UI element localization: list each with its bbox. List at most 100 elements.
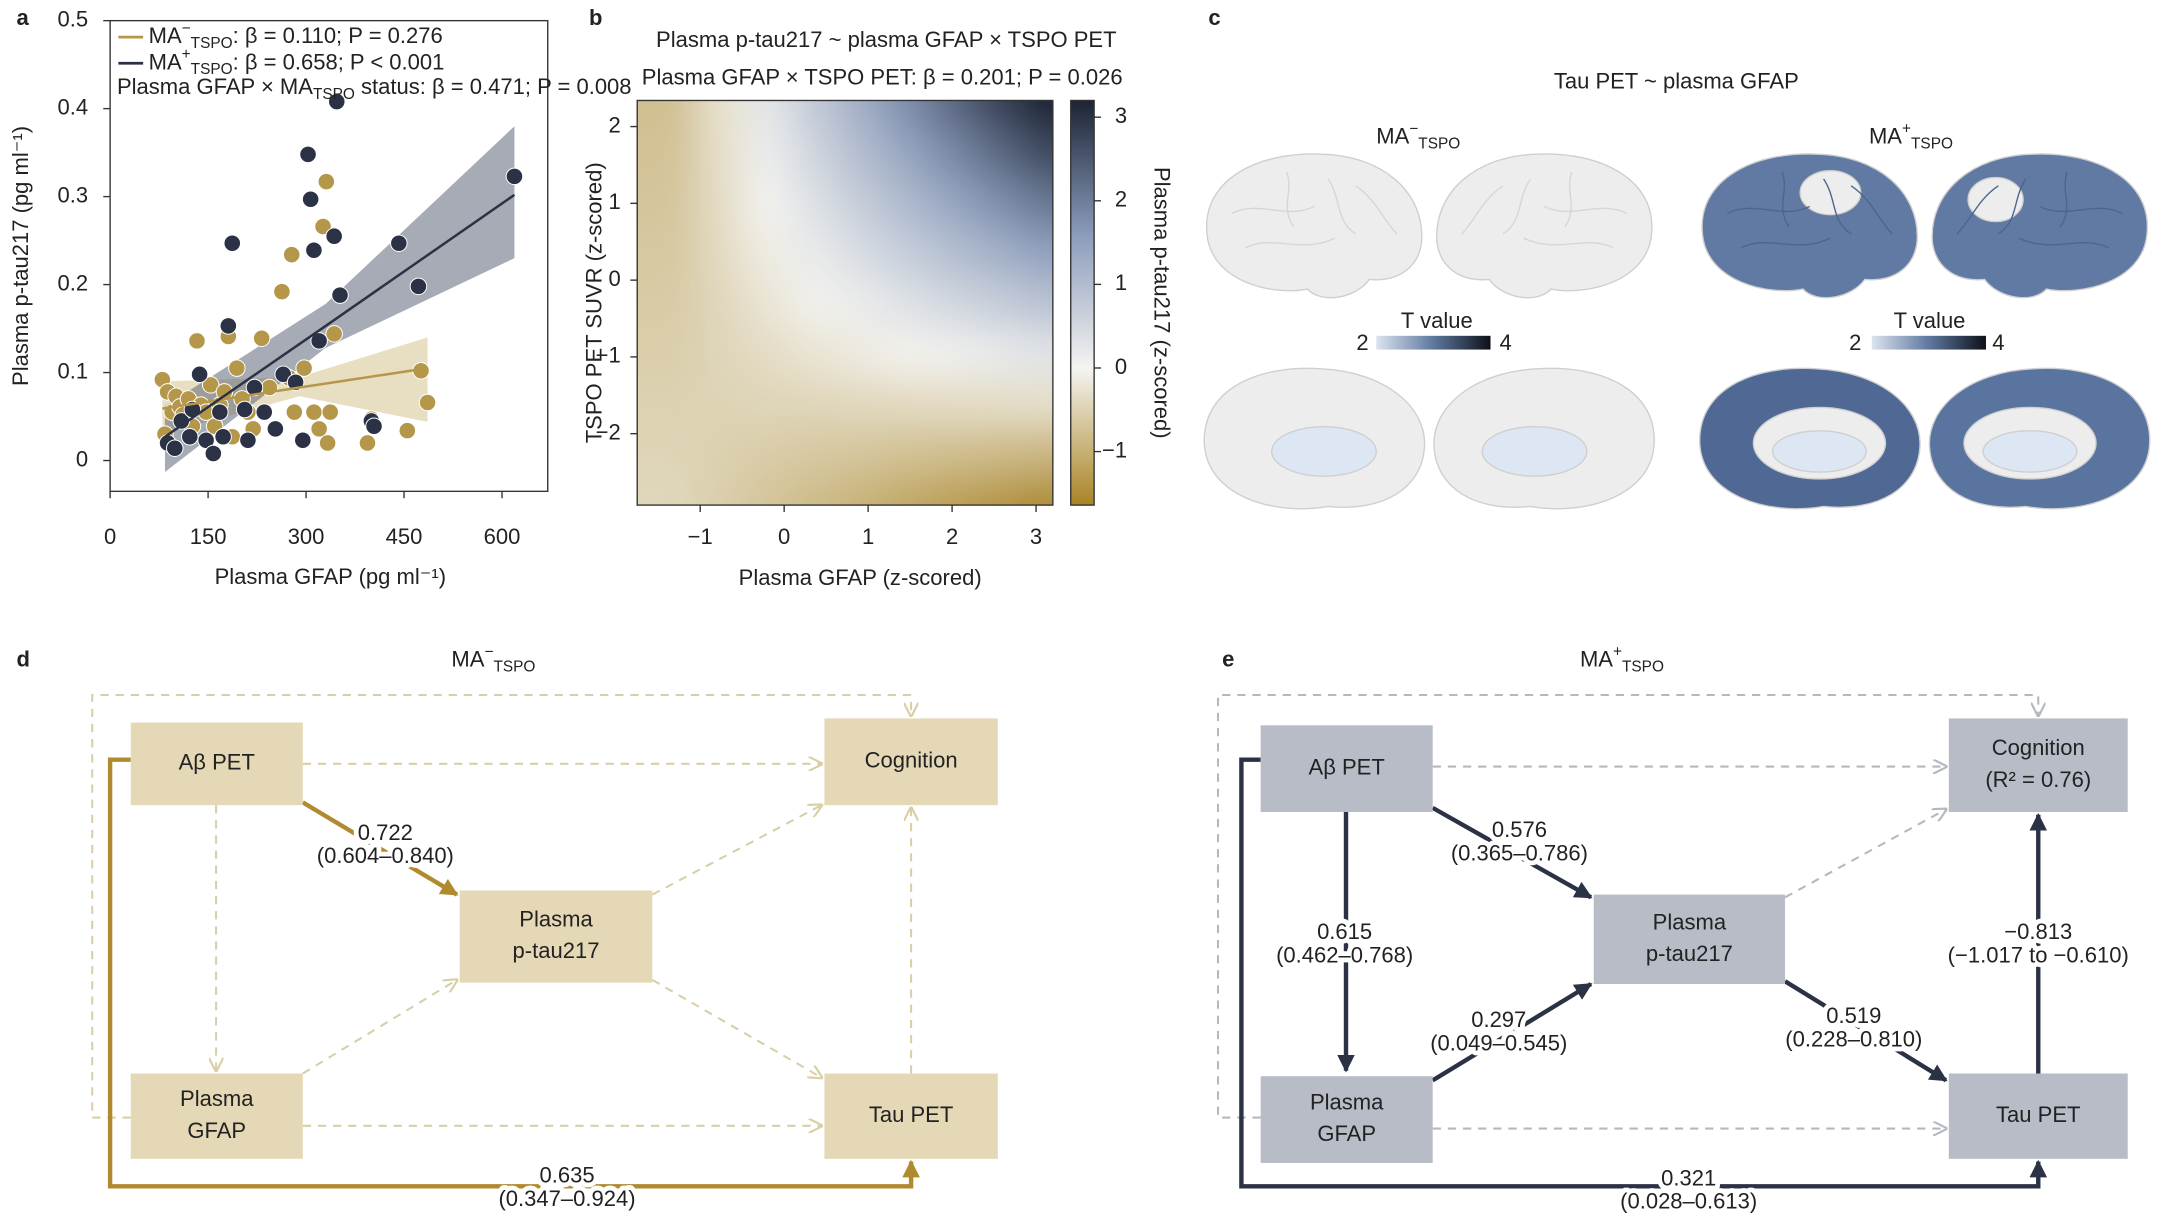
node-label: Plasma [180, 1086, 254, 1111]
group-label-part: TSPO [1911, 136, 1953, 153]
x-tick-label: 150 [190, 524, 227, 549]
diagram-title-part: − [484, 643, 493, 660]
x-tick-label: 0 [104, 524, 116, 549]
significant-path [1239, 757, 2048, 1189]
heat-cell [790, 228, 838, 279]
node-box [1260, 725, 1433, 812]
node-box [130, 1073, 303, 1159]
x-axis-label: Plasma GFAP (pg ml⁻¹) [215, 564, 446, 589]
diagram-title-part: MA [1580, 646, 1613, 671]
legend-entry-part: MA [149, 49, 182, 74]
heat-cell [836, 328, 884, 379]
heat-cell [790, 328, 838, 379]
panel-label: e [1222, 646, 1234, 671]
heatmap [637, 100, 1053, 506]
brain-inner [1481, 425, 1588, 477]
node-label: GFAP [1317, 1121, 1376, 1146]
heatmap-clip [637, 100, 1053, 506]
heat-cell [698, 477, 745, 506]
heat-cell [790, 100, 838, 130]
x-tick-label: 3 [1030, 524, 1042, 549]
colorbar-tick-label: 2 [1356, 330, 1368, 355]
path-ci: (0.228–0.810) [1785, 1026, 1922, 1051]
path-coefficient: 0.321 [1661, 1165, 1716, 1190]
point [505, 167, 524, 186]
heat-cell [882, 278, 930, 329]
diagram-title-part: TSPO [493, 659, 535, 676]
path-coefficient: 0.519 [1826, 1003, 1881, 1028]
node-box [130, 722, 303, 806]
colorbar [1070, 99, 1095, 506]
group-label-part: MA [1376, 123, 1409, 148]
panel-label: c [1208, 5, 1220, 30]
heat-cell [929, 100, 976, 130]
heat-cell [790, 128, 838, 180]
path-ci: (0.365–0.786) [1451, 840, 1588, 865]
legend-entry-part: TSPO [191, 35, 233, 52]
y-tick-label: 0 [608, 266, 620, 291]
brain-patch [1967, 176, 2024, 223]
heat-cell [975, 228, 1023, 279]
brain-inner [1771, 430, 1867, 473]
heat-cell [882, 477, 930, 506]
heat-cell [1021, 378, 1053, 429]
heat-cell [975, 427, 1023, 479]
node-box [1593, 894, 1786, 985]
heat-cell [744, 178, 792, 229]
dashed-path [1216, 693, 2038, 1119]
point [301, 190, 320, 208]
path-ci: (−1.017 to −0.610) [1948, 942, 2129, 967]
node-label: Aβ PET [179, 750, 255, 775]
point [310, 420, 328, 438]
heat-cell [975, 278, 1023, 329]
colorbar-label: Plasma p-tau217 (z-scored) [1149, 167, 1174, 439]
heat-cell [882, 128, 930, 180]
heat-cell [882, 328, 930, 379]
point [239, 431, 257, 450]
group-label-part: − [1409, 120, 1418, 137]
panel-label: d [17, 646, 30, 671]
point [245, 378, 264, 397]
heat-cell [698, 178, 745, 229]
significant-path [107, 757, 920, 1189]
x-axis-label: Plasma GFAP (z-scored) [739, 565, 982, 590]
node-box [1948, 718, 2128, 812]
legend-entry-part: MA [149, 23, 182, 48]
heat-cell [1021, 178, 1053, 229]
node-box [1948, 1073, 2128, 1159]
path-ci: (0.347–0.924) [498, 1186, 635, 1211]
x-tick-label: 450 [386, 524, 423, 549]
point [390, 234, 408, 252]
interaction-label-part: TSPO [313, 86, 355, 103]
t-colorbar [1871, 335, 1986, 350]
panel-label: a [17, 5, 30, 30]
path-coefficient: 0.297 [1471, 1007, 1526, 1032]
heat-cell [744, 100, 792, 130]
x-tick-label: −1 [688, 524, 713, 549]
brain-inner [1982, 430, 2078, 473]
node-label: Plasma [1653, 909, 1727, 934]
y-tick-label: 0.3 [57, 182, 88, 207]
point [299, 145, 317, 164]
point [188, 332, 206, 350]
legend-entry-part: : β = 0.110; P = 0.276 [233, 23, 443, 48]
heat-cell [929, 427, 976, 479]
node-label: p-tau217 [1646, 941, 1733, 966]
diagram-title-part: TSPO [1622, 659, 1664, 676]
path-coefficient: 0.615 [1317, 919, 1372, 944]
node-label: Tau PET [869, 1102, 953, 1127]
heat-cell [790, 378, 838, 429]
significant-path [1431, 805, 1593, 900]
heat-cell [698, 278, 745, 329]
path-coefficient: 0.576 [1492, 817, 1547, 842]
y-tick-label: −1 [596, 343, 621, 368]
y-tick-label: 1 [608, 189, 620, 214]
heat-cell [744, 427, 792, 479]
heat-cell [882, 100, 930, 130]
point [166, 439, 184, 457]
point [325, 227, 343, 245]
heat-cell [1021, 278, 1053, 329]
heat-cell [929, 328, 976, 379]
heat-cell [836, 128, 884, 180]
